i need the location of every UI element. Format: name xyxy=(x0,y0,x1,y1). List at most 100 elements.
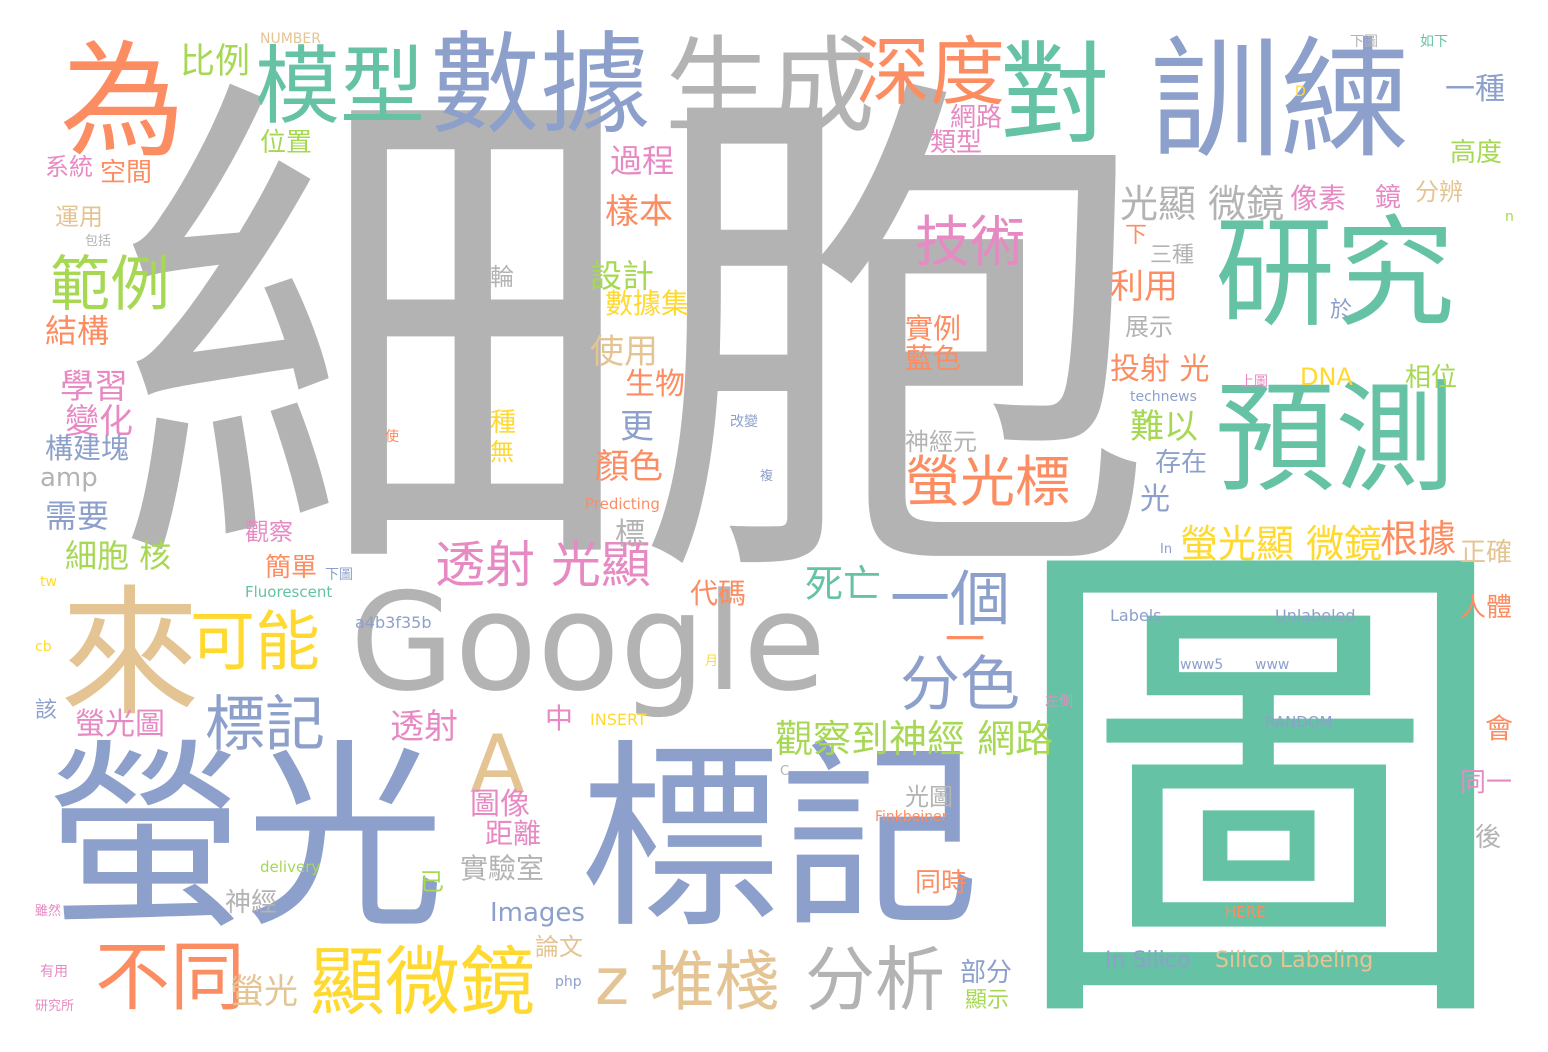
word-in-116: In xyxy=(1160,542,1173,557)
word-82: 已 xyxy=(420,868,444,896)
word-85: 觀察 xyxy=(245,518,293,546)
word-a-15: A xyxy=(470,718,525,811)
word-57: 神經元 xyxy=(905,428,977,456)
word-81: 論文 xyxy=(535,933,583,961)
word-126: 如下 xyxy=(1420,34,1448,50)
word-46: 樣本 xyxy=(605,192,673,232)
word-128: 上圖 xyxy=(1240,374,1268,390)
word-d-117: D xyxy=(1295,84,1306,100)
word-6: 生成 xyxy=(665,26,876,148)
word-12: 預測 xyxy=(1215,370,1455,509)
word-49: 使用 xyxy=(590,332,658,372)
word-52: 顏色 xyxy=(595,447,663,487)
word-9: 深度 xyxy=(855,28,1006,116)
word-random-101: RANDOM xyxy=(1265,713,1333,731)
word-138: 複 xyxy=(760,469,774,484)
word-7: 為 xyxy=(60,30,185,175)
word-66: 展示 xyxy=(1125,313,1173,341)
word-134: 包括 xyxy=(85,234,112,249)
word-fluorescent-106: Fluorescent xyxy=(245,583,333,601)
word-53: 標 xyxy=(615,517,645,552)
word-122: 種 xyxy=(490,408,517,438)
word-44: 位置 xyxy=(260,128,313,158)
word-136: 使 xyxy=(385,429,399,445)
word-39: 構建塊 xyxy=(45,432,130,465)
word-16: 可能 xyxy=(190,605,321,680)
word-1: 圖 xyxy=(1005,496,1515,1052)
word-10: 對 xyxy=(1000,31,1110,159)
word-83: 螢光圖 xyxy=(75,707,165,742)
word-87: 螢光 xyxy=(230,972,298,1012)
word-67: 投射 光 xyxy=(1110,352,1210,387)
word-51: 更 xyxy=(620,407,654,447)
word-www-113: www xyxy=(1255,657,1290,673)
word-3: 標記 xyxy=(580,723,981,956)
word-73: 正確 xyxy=(1460,538,1513,568)
word-69: 存在 xyxy=(1155,448,1208,478)
word-26: 技術 xyxy=(915,210,1026,274)
word-a4b3f35b-105: a4b3f35b xyxy=(355,613,432,632)
word-56: 藍色 xyxy=(905,342,962,375)
word-84: 簡單 xyxy=(265,553,318,583)
word-tw-114: tw xyxy=(40,574,57,590)
word-60: 一種 xyxy=(1445,72,1505,107)
word-31: 死亡 xyxy=(805,562,882,606)
word-27: 螢光標 xyxy=(905,450,1071,514)
word-55: 實例 xyxy=(905,312,962,345)
word-in-silico-92: In Silico xyxy=(1105,948,1191,973)
word-127: 下圖 xyxy=(1350,34,1378,50)
word-91: 光圖 xyxy=(905,783,953,811)
word-php-111: php xyxy=(555,974,582,990)
word-amp-40: amp xyxy=(40,463,98,493)
word-23: 一個 xyxy=(890,565,1010,635)
word-124: 鏡 xyxy=(1375,183,1402,213)
word-94: 會 xyxy=(1485,712,1514,745)
word-silico-labeling-93: Silico Labeling xyxy=(1215,948,1374,973)
word-129: 下圖 xyxy=(325,567,353,583)
word-n-118: n xyxy=(1505,209,1514,225)
word-28: 透射 光顯 xyxy=(435,536,651,594)
word-133: 雖然 xyxy=(35,904,62,919)
word-33: 根據 xyxy=(1380,517,1457,561)
word-95: 同一 xyxy=(1460,768,1513,798)
word-32: 光顯 微鏡 xyxy=(1120,182,1285,226)
word-86: 神經 xyxy=(225,888,278,918)
word-0: 細胞 xyxy=(115,37,1155,643)
word-130: 左側 xyxy=(1045,694,1073,710)
word-cb-115: cb xyxy=(35,639,52,655)
word-65: 三種 xyxy=(1150,243,1195,268)
word-45: 過程 xyxy=(610,142,675,180)
word-59: 類型 xyxy=(930,128,983,158)
word-79: 實驗室 xyxy=(460,852,545,885)
word-11: 研究 xyxy=(1215,205,1455,344)
word-number-99: NUMBER xyxy=(260,31,321,47)
word-18: 不同 xyxy=(95,933,246,1021)
word-71: 相位 xyxy=(1405,363,1458,393)
word-61: 高度 xyxy=(1450,138,1503,168)
word-77: 圖像 xyxy=(470,787,530,822)
word-2: 螢光 xyxy=(45,723,446,956)
word-137: 改變 xyxy=(730,414,758,430)
word-21: 標記 xyxy=(205,690,325,760)
word-42: 系統 xyxy=(45,153,93,181)
word-17: 顯微鏡 xyxy=(310,938,536,1026)
word-50: 生物 xyxy=(625,367,685,402)
word-unlabeled-104: Unlabeled xyxy=(1275,606,1356,625)
word-88: 部分 xyxy=(960,958,1013,988)
word-37: 細胞 核 xyxy=(65,537,172,575)
word-dna-72: DNA xyxy=(1300,363,1353,391)
word-google-13: Google xyxy=(350,564,827,721)
word-34: 學習 xyxy=(60,367,128,407)
word-36: 需要 xyxy=(45,497,110,535)
word-63: 像素 xyxy=(1290,182,1347,215)
word-14: 來 xyxy=(60,573,201,736)
word-25: 比例 xyxy=(180,42,251,82)
word-120: 該 xyxy=(35,698,58,723)
word-www5-112: www5 xyxy=(1180,657,1224,673)
word-29: 螢光顯 微鏡 xyxy=(1180,522,1383,566)
word-97: 下 xyxy=(1125,223,1148,248)
word-96: 後 xyxy=(1475,823,1502,853)
word-62: 分辨 xyxy=(1415,178,1463,206)
word-74: 人體 xyxy=(1460,593,1513,623)
word-z-19: z 堆棧 xyxy=(595,945,780,1020)
